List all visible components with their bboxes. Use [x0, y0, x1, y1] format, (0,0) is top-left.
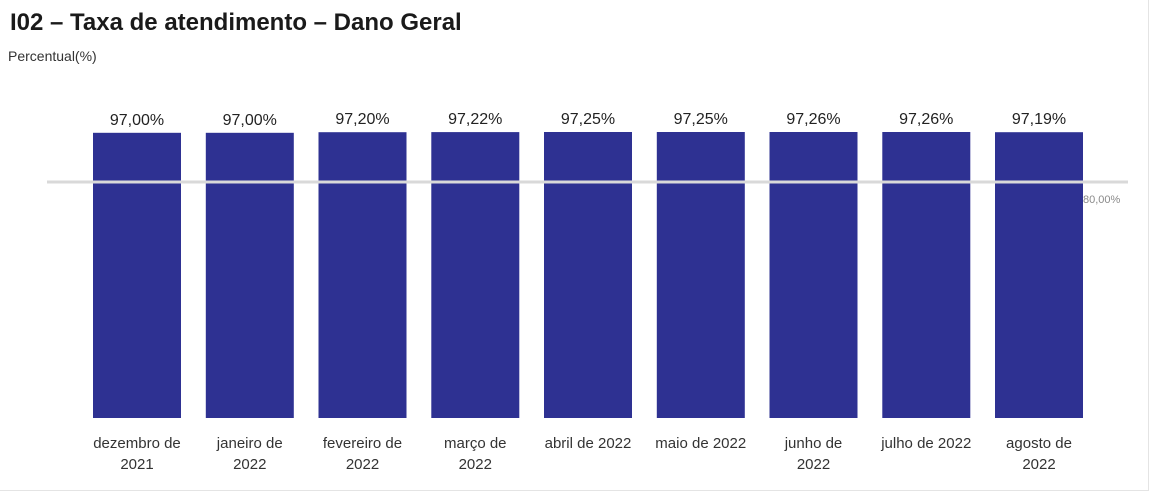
x-axis-ticks-group: dezembro de 2021 janeiro de 2022 fevereiro d… [93, 435, 1072, 473]
chart-title: I02 – Taxa de atendimento – Dano Geral [10, 9, 462, 36]
data-label-4: 97,25% [561, 111, 615, 128]
bar-8[interactable] [995, 132, 1083, 418]
x-tick-label-5-line-0: maio de 2022 [655, 435, 746, 452]
data-label-2: 97,20% [335, 111, 389, 128]
value-labels-group: 97,00% 97,00% 97,20% 97,22% 97,25% 97,25% 97,2… [110, 111, 1066, 129]
reference-line-label: 80,00% [1083, 194, 1121, 206]
bar-6[interactable] [769, 132, 858, 418]
x-tick-label-1-line-0: janeiro de [216, 435, 283, 452]
bar-4[interactable] [544, 132, 632, 418]
x-tick-label-7-line-0: julho de 2022 [880, 435, 971, 452]
bar-5[interactable] [656, 132, 745, 418]
reference-line-group: 80,00% [47, 180, 1128, 206]
x-tick-label-4-line-0: abril de 2022 [545, 435, 632, 452]
x-tick-label-8-line-0: agosto de [1006, 435, 1072, 452]
x-tick-label-2-line-1: 2022 [346, 456, 379, 473]
x-tick-label-6-line-0: junho de [784, 435, 843, 452]
y-axis-label: Percentual(%) [8, 48, 97, 64]
x-tick-label-0-line-1: 2021 [120, 456, 153, 473]
bar-0[interactable] [93, 132, 181, 419]
x-tick-label-8-line-1: 2022 [1022, 456, 1055, 473]
bar-1[interactable] [205, 132, 294, 419]
data-label-5: 97,25% [674, 111, 728, 128]
x-tick-label-3-line-1: 2022 [459, 456, 492, 473]
x-tick-label-2-line-0: fevereiro de [323, 435, 402, 452]
data-label-6: 97,26% [786, 111, 840, 128]
x-tick-label-3-line-0: março de [444, 435, 507, 452]
data-label-8: 97,19% [1012, 111, 1066, 128]
data-label-7: 97,26% [899, 111, 953, 128]
x-tick-label-1-line-1: 2022 [233, 456, 266, 473]
data-label-0: 97,00% [110, 112, 164, 129]
x-tick-label-6-line-1: 2022 [797, 456, 830, 473]
bar-7[interactable] [882, 132, 971, 418]
data-label-3: 97,22% [448, 111, 502, 128]
bar-2[interactable] [318, 132, 407, 418]
bar-3[interactable] [431, 132, 520, 418]
data-label-1: 97,00% [223, 112, 277, 129]
x-tick-label-0-line-0: dezembro de [93, 435, 181, 452]
bars-group [93, 132, 1083, 419]
